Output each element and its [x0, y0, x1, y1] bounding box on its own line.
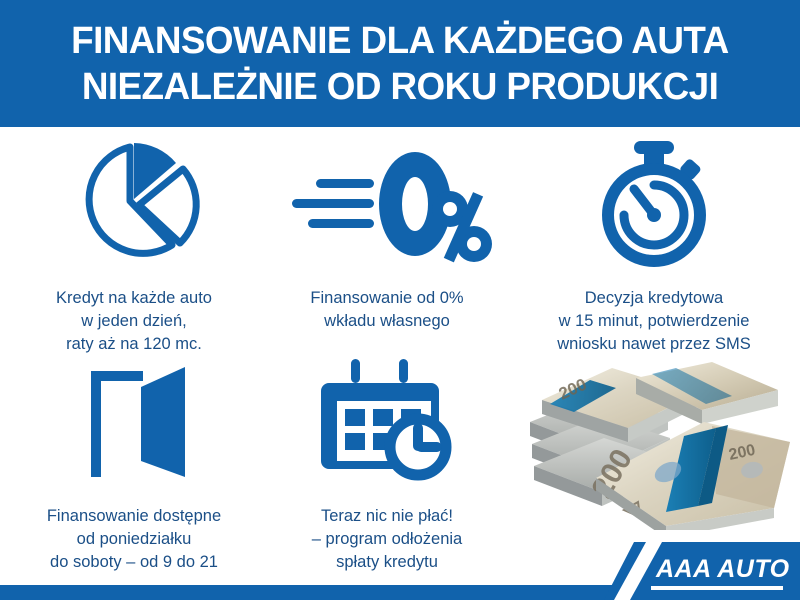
caption-line: w jeden dzień,: [81, 312, 187, 330]
aaa-auto-logo[interactable]: AAA AUTO: [604, 542, 800, 600]
feature-item-credit: Kredyt na każde auto w jeden dzień, raty…: [0, 139, 268, 356]
logo-underline: [651, 586, 783, 590]
zero-percent-icon: [282, 139, 492, 267]
feature-item-opening-hours: Finansowanie dostępne od poniedziałku do…: [0, 355, 268, 574]
caption-line: wniosku nawet przez SMS: [557, 335, 751, 353]
caption-line: Finansowanie od 0%: [310, 289, 464, 307]
feature-item-deferred-payment: Teraz nic nie płać! – program odłożenia …: [262, 355, 512, 574]
feature-caption: Finansowanie od 0% wkładu własnego: [310, 287, 463, 333]
header-banner: FINANSOWANIE DLA KAŻDEGO AUTA NIEZALEŻNI…: [0, 0, 800, 127]
caption-line: wkładu własnego: [324, 312, 450, 330]
caption-line: do soboty – od 9 do 21: [50, 553, 218, 571]
banknote-stacks-image: 200 200 200: [516, 360, 800, 538]
stopwatch-icon: [590, 139, 718, 267]
headline-line-2: NIEZALEŻNIE OD ROKU PRODUKCJI: [81, 65, 719, 108]
caption-line: spłaty kredytu: [336, 553, 438, 571]
footer-bar: [0, 585, 800, 600]
caption-line: Decyzja kredytowa: [584, 289, 724, 307]
caption-line: – program odłożenia: [311, 530, 463, 548]
features-grid: Kredyt na każde auto w jeden dzień, raty…: [0, 127, 800, 585]
feature-caption: Kredyt na każde auto w jeden dzień, raty…: [56, 287, 212, 356]
logo-text: AAA AUTO: [656, 555, 790, 583]
feature-item-zero-percent: Finansowanie od 0% wkładu własnego: [262, 139, 512, 333]
caption-line: Finansowanie dostępne: [46, 507, 222, 525]
logo-shape: [604, 542, 800, 600]
caption-line: Teraz nic nie płać!: [320, 507, 454, 525]
calendar-clock-icon: [321, 355, 453, 483]
feature-caption: Decyzja kredytowa w 15 minut, potwierdze…: [557, 287, 751, 356]
feature-item-decision-time: Decyzja kredytowa w 15 minut, potwierdze…: [508, 139, 800, 356]
feature-caption: Finansowanie dostępne od poniedziałku do…: [47, 505, 221, 574]
headline-line-1: FINANSOWANIE DLA KAŻDEGO AUTA: [71, 19, 729, 62]
svg-text:200: 200: [727, 442, 757, 464]
caption-line: w 15 minut, potwierdzenie: [558, 312, 750, 330]
caption-line: Kredyt na każde auto: [56, 289, 212, 307]
caption-line: od poniedziałku: [76, 530, 192, 548]
open-door-icon: [69, 355, 199, 483]
feature-caption: Teraz nic nie płać! – program odłożenia …: [312, 505, 462, 574]
caption-line: raty aż na 120 mc.: [66, 335, 202, 353]
pie-chart-icon: [64, 139, 204, 267]
